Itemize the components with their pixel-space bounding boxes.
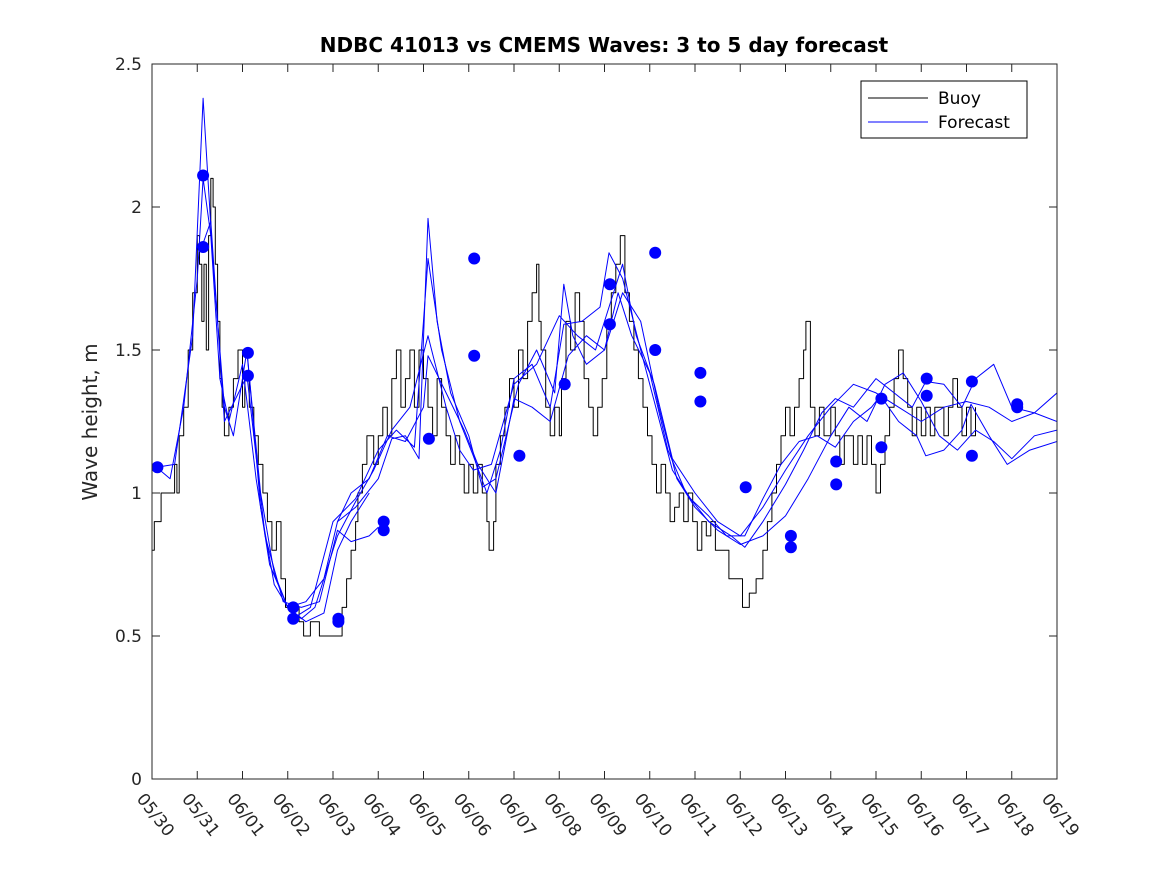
- forecast-marker-point: [784, 541, 797, 554]
- forecast-marker-point: [377, 515, 390, 528]
- series-line-forecast: [156, 177, 1057, 620]
- forecast-marker-point: [287, 612, 300, 625]
- forecast-marker-point: [694, 395, 707, 408]
- forecast-marker-point: [468, 349, 481, 362]
- y-tick-label: 1: [131, 484, 142, 504]
- y-tick-label: 0.5: [115, 627, 142, 647]
- forecast-marker-point: [784, 529, 797, 542]
- forecast-marker-point: [875, 392, 888, 405]
- y-tick-label: 2.5: [115, 55, 142, 75]
- forecast-marker-point: [965, 375, 978, 388]
- forecast-marker-point: [603, 278, 616, 291]
- legend-label-forecast: Forecast: [938, 113, 1010, 133]
- forecast-marker-point: [241, 346, 254, 359]
- forecast-marker-point: [422, 432, 435, 445]
- forecast-marker-point: [513, 449, 526, 462]
- forecast-marker-point: [197, 241, 210, 253]
- legend-label-buoy: Buoy: [938, 89, 981, 109]
- series-line-forecast-run-4: [292, 252, 1057, 620]
- forecast-marker-point: [830, 478, 843, 491]
- forecast-marker-point: [649, 246, 662, 259]
- y-tick-label: 0: [131, 770, 142, 790]
- forecast-marker-point: [920, 389, 933, 402]
- y-tick-label: 1.5: [115, 341, 142, 361]
- series-line-forecast-run-5: [337, 292, 1057, 545]
- forecast-marker-point: [152, 461, 164, 474]
- forecast-marker-point: [920, 372, 933, 385]
- forecast-marker-point: [739, 481, 752, 494]
- plot-area: 00.511.522.505/30 05/31 06/01 06/02 06/03 06/…: [115, 55, 1083, 841]
- forecast-marker-point: [197, 169, 210, 182]
- series-line-forecast-run-1: [156, 97, 370, 623]
- forecast-marker-point: [332, 615, 345, 628]
- forecast-marker-point: [649, 344, 662, 356]
- forecast-marker-point: [287, 601, 300, 614]
- forecast-marker-point: [377, 524, 390, 537]
- forecast-marker-point: [468, 252, 481, 265]
- legend: Buoy Forecast: [860, 80, 1028, 139]
- forecast-marker-point: [241, 369, 254, 382]
- forecast-marker-point: [965, 449, 978, 462]
- forecast-marker-point: [830, 455, 843, 468]
- y-tick-label: 2: [131, 198, 142, 218]
- forecast-marker-point: [875, 441, 888, 454]
- forecast-marker-point: [603, 318, 616, 331]
- plot-background: [152, 64, 1057, 779]
- legend-box: [860, 80, 1028, 139]
- forecast-marker-point: [1011, 401, 1024, 414]
- chart-title: NDBC 41013 vs CMEMS Waves: 3 to 5 day fo…: [320, 33, 889, 57]
- y-axis-label: Wave height, m: [78, 343, 102, 500]
- forecast-marker-point: [694, 366, 707, 379]
- data-lines: [152, 97, 1057, 637]
- forecast-marker-point: [558, 378, 571, 391]
